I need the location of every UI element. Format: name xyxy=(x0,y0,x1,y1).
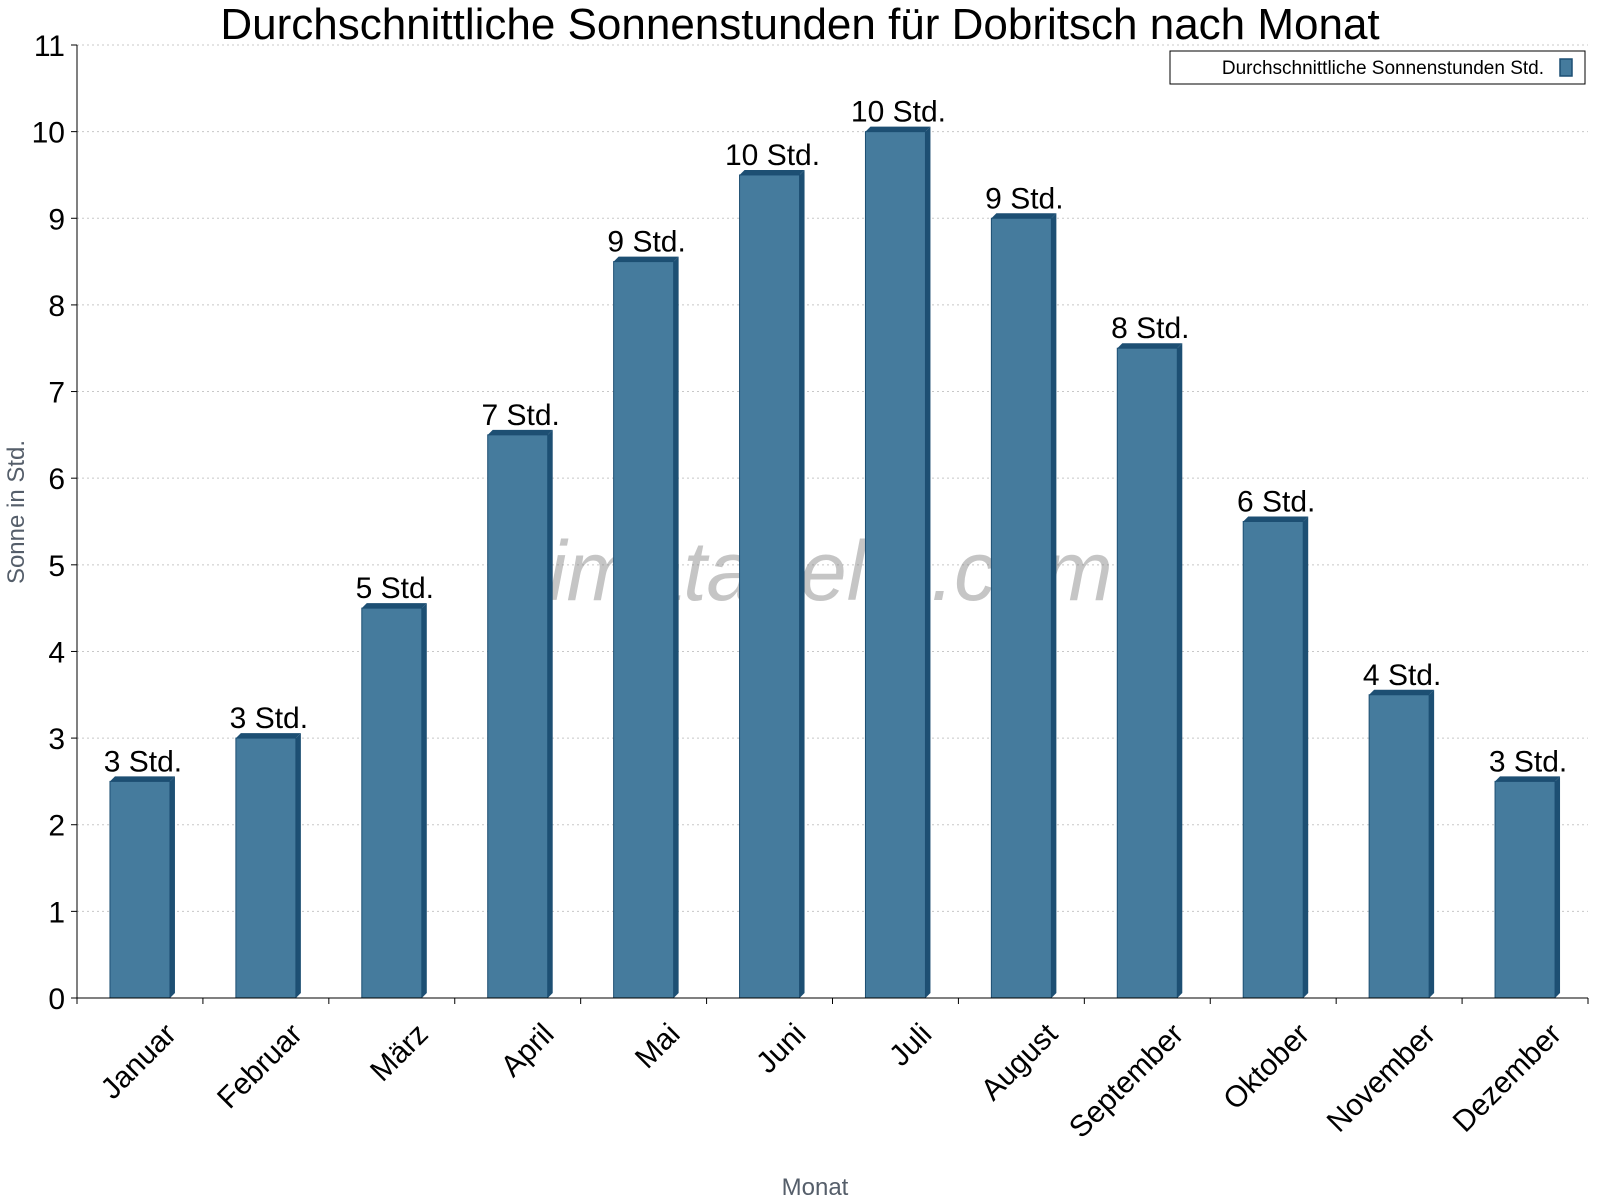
bar-side xyxy=(799,169,805,999)
bar-side xyxy=(1177,343,1183,998)
x-tick-label: August xyxy=(975,1017,1065,1107)
bar-side xyxy=(1429,689,1435,998)
data-label: 9 Std. xyxy=(985,182,1063,215)
data-label: 3 Std. xyxy=(230,702,308,735)
bar xyxy=(1368,694,1430,999)
x-tick-label: Juli xyxy=(883,1018,938,1073)
bar-side xyxy=(925,126,931,999)
bar-top xyxy=(361,603,427,609)
bar xyxy=(990,217,1052,999)
data-label: 7 Std. xyxy=(482,399,560,432)
bar-top xyxy=(235,733,301,739)
x-tick-label: April xyxy=(495,1018,561,1084)
data-label: 4 Std. xyxy=(1363,659,1441,692)
bar-side xyxy=(169,776,175,998)
y-tick-label: 4 xyxy=(48,636,65,669)
y-tick-label: 7 xyxy=(48,377,65,410)
bar-top xyxy=(739,169,805,175)
bar-top xyxy=(1117,343,1183,349)
data-label: 5 Std. xyxy=(356,572,434,605)
bar-side xyxy=(1303,516,1309,998)
bar xyxy=(864,131,926,999)
bar-top xyxy=(1369,689,1435,695)
data-label: 3 Std. xyxy=(104,745,182,778)
x-tick-label: Februar xyxy=(211,1018,309,1116)
x-tick-label: Oktober xyxy=(1217,1018,1316,1117)
x-tick-label: Januar xyxy=(95,1018,183,1106)
y-tick-label: 3 xyxy=(48,723,65,756)
y-tick-label: 8 xyxy=(48,290,65,323)
x-axis-title: Monat xyxy=(782,1174,849,1200)
bar-top xyxy=(109,776,175,782)
y-tick-label: 2 xyxy=(48,810,65,843)
y-tick-label: 5 xyxy=(48,550,65,583)
data-label: 8 Std. xyxy=(1111,312,1189,345)
bar xyxy=(1242,521,1304,999)
x-tick-label: März xyxy=(364,1018,434,1088)
bar-side xyxy=(421,603,427,998)
gridlines xyxy=(77,44,1588,912)
bar-side xyxy=(1555,776,1561,998)
y-tick-label: 11 xyxy=(34,30,65,63)
data-label: 3 Std. xyxy=(1489,745,1567,778)
data-label: 10 Std. xyxy=(725,139,820,172)
bar-side xyxy=(1051,213,1057,999)
bar xyxy=(235,737,297,999)
x-tick-label: Juni xyxy=(750,1018,812,1080)
x-tick-label: Dezember xyxy=(1447,1018,1568,1139)
bar-top xyxy=(613,256,679,262)
x-tick-label: November xyxy=(1321,1018,1442,1139)
bar xyxy=(739,174,801,999)
bar-top xyxy=(1495,776,1561,782)
bar-side xyxy=(547,429,553,998)
bar xyxy=(487,434,549,999)
data-label: 9 Std. xyxy=(607,226,685,259)
y-axis-title: Sonne in Std. xyxy=(3,440,30,584)
bar-side xyxy=(673,256,679,998)
y-tick-label: 10 xyxy=(32,117,65,150)
bar xyxy=(613,261,675,999)
legend-label: Durchschnittliche Sonnenstunden Std. xyxy=(1222,58,1544,79)
bar xyxy=(361,607,423,999)
bars xyxy=(109,126,1561,999)
bar-top xyxy=(487,429,553,435)
y-tick-label: 9 xyxy=(48,203,65,236)
bar xyxy=(1494,780,1556,999)
bar xyxy=(109,780,171,999)
bar-side xyxy=(295,733,301,998)
bar-top xyxy=(991,213,1057,219)
y-tick-label: 0 xyxy=(48,983,65,1016)
chart-title: Durchschnittliche Sonnenstunden für Dobr… xyxy=(220,0,1380,49)
data-labels: 3 Std. 3 Std. 5 Std. 7 Std. 9 Std. 10 Std. 10 … xyxy=(104,96,1567,779)
legend-box xyxy=(1169,50,1586,85)
x-tick-label: September xyxy=(1063,1018,1190,1145)
y-tick-label: 1 xyxy=(48,896,65,929)
bar-top xyxy=(1243,516,1309,522)
legend: Durchschnittliche Sonnenstunden Std. xyxy=(1169,50,1586,85)
x-tick-label: Mai xyxy=(629,1018,687,1076)
legend-swatch xyxy=(1559,58,1573,77)
data-label: 6 Std. xyxy=(1237,486,1315,519)
bar-top xyxy=(865,126,931,132)
bar xyxy=(1116,347,1178,999)
data-label: 10 Std. xyxy=(851,96,946,129)
y-tick-label: 6 xyxy=(48,463,65,496)
